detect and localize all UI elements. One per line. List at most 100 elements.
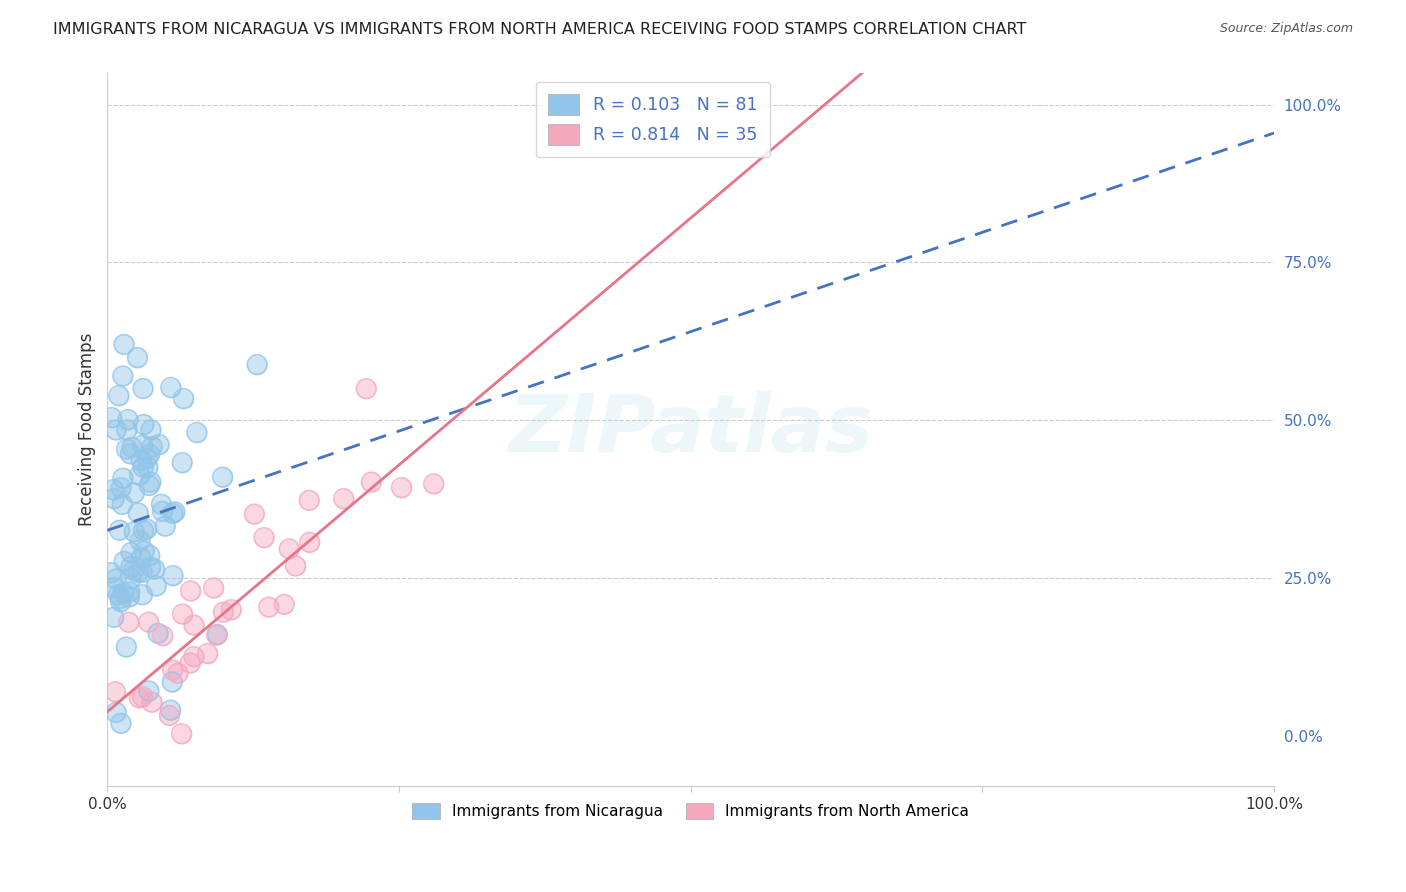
Point (131, 438, 153, 452)
Point (128, 468, 150, 483)
Point (146, 626, 169, 640)
Point (105, 423, 128, 437)
Point (110, 481, 132, 495)
Point (139, 475, 162, 490)
Point (132, 524, 155, 538)
Point (141, 695, 163, 709)
Point (127, 565, 149, 579)
Point (139, 423, 162, 437)
Point (105, 706, 128, 720)
Point (391, 481, 413, 495)
Point (155, 519, 177, 533)
Point (278, 541, 301, 556)
Text: ZIPatlas: ZIPatlas (508, 391, 873, 468)
Point (131, 566, 153, 580)
Point (129, 551, 152, 566)
Point (219, 603, 242, 617)
Point (135, 522, 157, 536)
Point (159, 703, 181, 717)
Point (162, 675, 184, 690)
Point (129, 453, 152, 467)
Point (166, 666, 188, 681)
Point (112, 586, 135, 600)
Point (111, 471, 134, 485)
Point (120, 447, 142, 461)
Point (131, 588, 153, 602)
Point (104, 684, 127, 698)
Point (257, 600, 280, 615)
Point (202, 581, 225, 595)
Point (124, 486, 146, 500)
Point (110, 716, 132, 731)
Point (103, 483, 125, 497)
Point (145, 579, 167, 593)
Point (197, 647, 219, 661)
Y-axis label: Receiving Food Stamps: Receiving Food Stamps (79, 333, 96, 526)
Point (138, 684, 160, 698)
Point (118, 615, 141, 630)
Point (207, 627, 229, 641)
Point (360, 475, 382, 489)
Point (141, 440, 163, 454)
Point (332, 491, 354, 506)
Point (257, 600, 280, 615)
Point (150, 497, 173, 511)
Point (111, 497, 134, 511)
Point (139, 475, 162, 490)
Point (197, 647, 219, 661)
Point (131, 588, 153, 602)
Point (104, 684, 127, 698)
Point (162, 663, 184, 677)
Point (124, 486, 146, 500)
Point (138, 549, 160, 563)
Point (131, 690, 153, 704)
Point (127, 351, 149, 365)
Point (298, 493, 321, 508)
Point (128, 690, 150, 705)
Point (298, 535, 321, 549)
Point (105, 706, 128, 720)
Point (107, 588, 129, 602)
Point (139, 423, 162, 437)
Point (159, 380, 181, 394)
Point (121, 441, 143, 455)
Point (136, 460, 159, 475)
Point (141, 695, 163, 709)
Point (205, 628, 228, 642)
Point (138, 447, 160, 461)
Text: IMMIGRANTS FROM NICARAGUA VS IMMIGRANTS FROM NORTH AMERICA RECEIVING FOOD STAMPS: IMMIGRANTS FROM NICARAGUA VS IMMIGRANTS … (53, 22, 1026, 37)
Point (179, 656, 201, 670)
Point (207, 627, 229, 641)
Point (122, 792, 145, 806)
Point (118, 585, 141, 599)
Point (112, 337, 135, 351)
Point (110, 594, 132, 608)
Point (105, 423, 128, 437)
Point (284, 558, 307, 573)
Point (136, 460, 159, 475)
Point (127, 506, 149, 520)
Point (211, 470, 233, 484)
Point (356, 382, 378, 396)
Point (136, 451, 159, 466)
Point (127, 351, 149, 365)
Point (107, 588, 129, 602)
Point (121, 441, 143, 455)
Point (120, 546, 142, 560)
Point (138, 615, 160, 629)
Point (152, 629, 174, 643)
Point (138, 478, 160, 492)
Point (115, 442, 138, 457)
Point (131, 690, 153, 704)
Point (132, 524, 155, 538)
Point (122, 563, 145, 577)
Point (253, 531, 276, 545)
Point (159, 708, 181, 723)
Point (219, 603, 242, 617)
Point (108, 523, 131, 537)
Point (129, 453, 152, 467)
Point (212, 605, 235, 619)
Point (135, 522, 157, 536)
Point (332, 491, 354, 506)
Point (120, 572, 142, 586)
